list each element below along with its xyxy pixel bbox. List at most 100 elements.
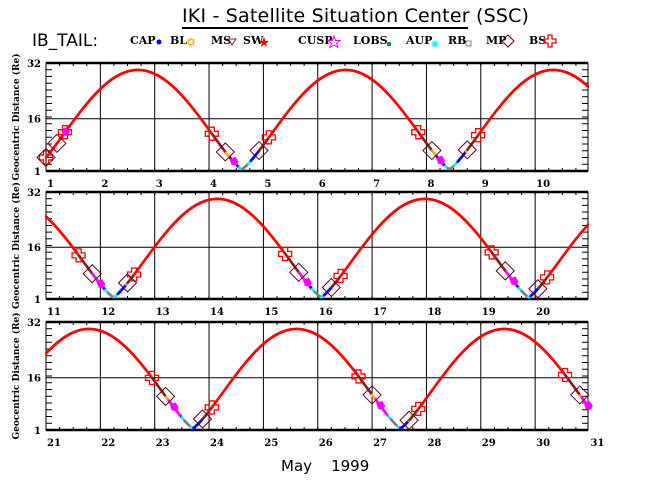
legend-symbol-cusp-icon: [326, 34, 342, 49]
x-tick-label: 31: [591, 438, 605, 449]
y-tick-label: 32: [27, 59, 41, 70]
y-tick-label: 1: [34, 295, 41, 306]
cusp-blob: [376, 400, 386, 410]
magnetopause-marker: [457, 140, 477, 160]
legend-item-ms: MS: [211, 34, 232, 47]
legend-symbol-rb-icon: [465, 40, 472, 47]
cusp-blob: [509, 276, 519, 286]
mp-symbol-icon: [501, 34, 515, 48]
aup-symbol-icon: [431, 41, 438, 47]
x-tick-label: 26: [319, 438, 333, 449]
magnetopause-marker: [321, 277, 342, 298]
bow-shock-marker: [411, 125, 426, 140]
bow-shock-marker: [470, 128, 486, 143]
x-tick-label: 27: [373, 438, 387, 449]
bow-shock-marker: [557, 367, 573, 383]
bow-shock-marker: [126, 267, 142, 282]
bl-ray: [187, 38, 190, 41]
x-tick-label: 8: [427, 179, 434, 190]
magnetopause-marker: [117, 273, 138, 293]
y-tick-label: 1: [34, 167, 41, 178]
legend-item-cap: CAP: [130, 34, 156, 47]
x-tick-label: 17: [373, 307, 387, 318]
bow-shock-marker: [204, 126, 219, 141]
legend-item-lobs: LOBS: [353, 34, 388, 47]
legend-symbol-bs-icon: [543, 34, 557, 48]
x-tick-label: 19: [482, 307, 496, 318]
x-tick-label: 25: [264, 438, 278, 449]
cusp-blob: [96, 279, 106, 289]
y-tick-label: 16: [27, 374, 41, 385]
y-axis-label: Geocentric Distance (Re): [11, 182, 22, 309]
cusp-symbol-icon: [326, 34, 342, 49]
cusp-blob: [583, 400, 593, 410]
legend-item-cusp: CUSP: [298, 34, 333, 47]
legend-symbol-lobs-icon: [387, 42, 392, 46]
x-tick-label: 9: [482, 179, 489, 190]
orbit-point: [586, 223, 590, 226]
orbit-point: [586, 85, 590, 88]
x-tick-label: 13: [156, 307, 170, 318]
title-underline: [182, 27, 468, 29]
x-axis-label: May 1999: [281, 457, 370, 475]
x-tick-label: 22: [101, 438, 115, 449]
x-tick-label: 23: [156, 438, 170, 449]
bow-shock-marker: [351, 369, 366, 384]
magnetopause-marker: [249, 140, 269, 161]
bl-symbol-icon: [188, 38, 195, 46]
magnetopause-marker: [399, 410, 419, 430]
x-tick-label: 28: [427, 438, 441, 449]
x-tick-label: 10: [536, 179, 550, 190]
cusp-blob: [229, 156, 239, 166]
bow-shock-marker: [57, 125, 73, 140]
legend-heading: IB_TAIL:: [32, 31, 99, 51]
legend-symbol-cap-icon: [156, 39, 162, 45]
magnetopause-marker: [36, 147, 56, 168]
cap-symbol-icon: [156, 39, 162, 45]
chart-title: IKI - Satellite Situation Center (SSC): [182, 5, 530, 27]
sw-symbol-icon: [259, 37, 270, 47]
x-tick-label: 6: [319, 179, 326, 190]
x-tick-label: 18: [427, 307, 441, 318]
x-tick-label: 14: [210, 307, 224, 318]
cusp-blob: [436, 155, 446, 165]
magnetopause-marker: [570, 385, 590, 405]
bow-shock-marker: [484, 245, 499, 260]
x-tick-label: 4: [210, 179, 217, 190]
x-tick-label: 16: [319, 307, 333, 318]
x-tick-label: 20: [536, 307, 550, 318]
x-tick-label: 5: [264, 179, 271, 190]
bow-shock-marker: [204, 400, 219, 415]
magnetopause-marker: [495, 261, 515, 281]
y-tick-label: 16: [27, 115, 41, 126]
x-tick-label: 11: [47, 307, 61, 318]
x-tick-label: 12: [101, 307, 115, 318]
panel-3: 1 16 32 Geocentric Distance (Re) 21 22 23 24 25 2…: [11, 313, 604, 449]
magnetopause-marker: [289, 262, 309, 283]
y-tick-label: 1: [34, 426, 41, 437]
bow-shock-marker: [261, 130, 276, 145]
magnetopause-marker: [528, 279, 548, 299]
y-axis-label: Geocentric Distance (Re): [11, 54, 22, 181]
x-tick-label: 1: [47, 179, 54, 190]
x-tick-label: 15: [264, 307, 278, 318]
legend-item-bl: BL: [170, 34, 188, 47]
bl-ray: [192, 43, 195, 46]
x-tick-label: 7: [373, 179, 380, 190]
bow-shock-marker: [539, 270, 555, 285]
x-tick-label: 3: [156, 179, 163, 190]
legend-item-mp: MP: [486, 34, 507, 47]
bs-symbol-icon: [543, 34, 557, 48]
legend-symbol-ms-icon: [227, 38, 238, 46]
cusp-blob: [169, 402, 179, 412]
x-tick-label: 21: [47, 438, 61, 449]
x-tick-label: 29: [482, 438, 496, 449]
magnetopause-marker: [422, 140, 442, 161]
legend-symbol-sw-icon: [259, 37, 270, 47]
rb-symbol-icon: [465, 40, 472, 47]
lobs-symbol-icon: [387, 42, 392, 46]
magnetopause-marker: [155, 386, 176, 407]
magnetopause-marker: [82, 264, 102, 284]
